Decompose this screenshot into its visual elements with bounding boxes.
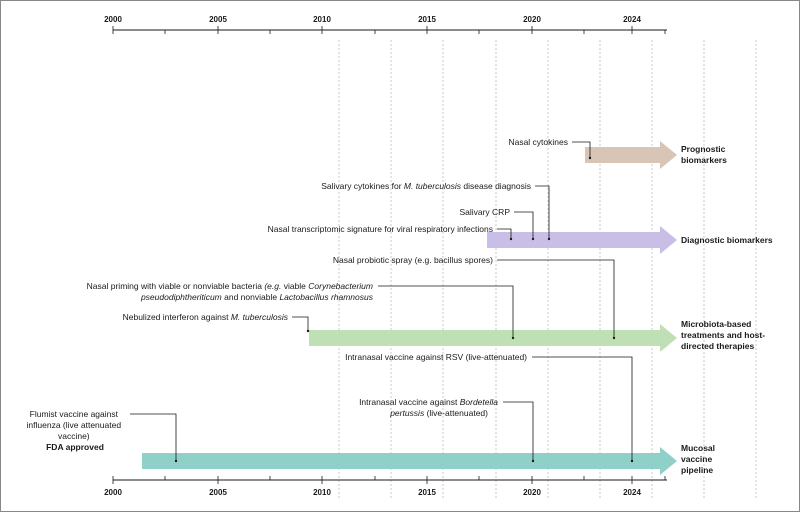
event-labels: Nasal cytokines Salivary cytokines for M… — [27, 137, 568, 452]
intranasal-rsv-label: Intranasal vaccine against RSV (live-att… — [345, 352, 527, 362]
nasal-probiotic-leader — [497, 259, 616, 340]
bottom-axis-tick-label: 2010 — [313, 488, 331, 497]
salivary-cytokines-leader — [535, 185, 551, 241]
nasal-priming-label-line2: pseudodiphtheriticum and nonviable Lacto… — [140, 292, 374, 302]
flumist-label: Flumist vaccine against influenza (live … — [27, 409, 124, 452]
nebulized-label: Nebulized interferon against M. tubercul… — [123, 312, 289, 322]
intranasal-rsv-leader — [532, 356, 634, 463]
salivary-crp-leader — [514, 211, 535, 241]
bottom-axis-tick-label: 2005 — [209, 488, 227, 497]
gridlines — [338, 40, 757, 500]
salivary-crp-label: Salivary CRP — [459, 207, 510, 217]
microbiota-label: Microbiota-based treatments and host- di… — [681, 319, 767, 351]
top-axis-tick-label: 2010 — [313, 15, 331, 24]
nasal-priming-leader — [378, 285, 515, 340]
top-axis-tick-label: 2024 — [623, 15, 641, 24]
nasal-probiotic-label: Nasal probiotic spray (e.g. bacillus spo… — [333, 255, 493, 265]
flumist-leader — [130, 413, 178, 463]
prognostic-arrow — [585, 141, 677, 169]
bottom-axis-tick-label: 2000 — [104, 488, 122, 497]
nasal-cytokines-leader — [572, 141, 592, 160]
top-axis-tick-label: 2015 — [418, 15, 436, 24]
top-axis: 2000 2005 2010 2015 2020 2024 — [104, 15, 667, 34]
bottom-axis: 2000 2005 2010 2015 2020 2024 — [104, 476, 667, 497]
diagnostic-arrow — [487, 226, 677, 254]
vaccine-label: Mucosal vaccine pipeline — [681, 443, 717, 475]
salivary-cytokines-label: Salivary cytokines for M. tuberculosis d… — [321, 181, 531, 191]
microbiota-arrow — [309, 324, 677, 352]
vaccine-arrow — [142, 447, 677, 475]
bordetella-label-line2: pertussis (live-attenuated) — [389, 408, 488, 418]
top-axis-tick-label: 2020 — [523, 15, 541, 24]
nasal-priming-label-line1: Nasal priming with viable or nonviable b… — [87, 281, 373, 291]
top-axis-tick-label: 2000 — [104, 15, 122, 24]
nasal-transcriptomic-leader — [497, 228, 513, 241]
bottom-axis-tick-label: 2024 — [623, 488, 641, 497]
nebulized-leader — [292, 316, 310, 333]
nasal-cytokines-label: Nasal cytokines — [508, 137, 568, 147]
prognostic-label: Prognostic biomarkers — [681, 144, 728, 165]
leader-lines — [130, 141, 634, 463]
track-arrows — [142, 141, 677, 475]
top-axis-tick-label: 2005 — [209, 15, 227, 24]
category-labels: Prognostic biomarkers Diagnostic biomark… — [681, 144, 773, 475]
bottom-axis-tick-label: 2020 — [523, 488, 541, 497]
nasal-transcriptomic-label: Nasal transcriptomic signature for viral… — [268, 224, 493, 234]
bottom-axis-tick-label: 2015 — [418, 488, 436, 497]
bordetella-leader — [503, 401, 535, 463]
diagnostic-label: Diagnostic biomarkers — [681, 235, 773, 245]
bordetella-label-line1: Intranasal vaccine against Bordetella — [359, 397, 498, 407]
